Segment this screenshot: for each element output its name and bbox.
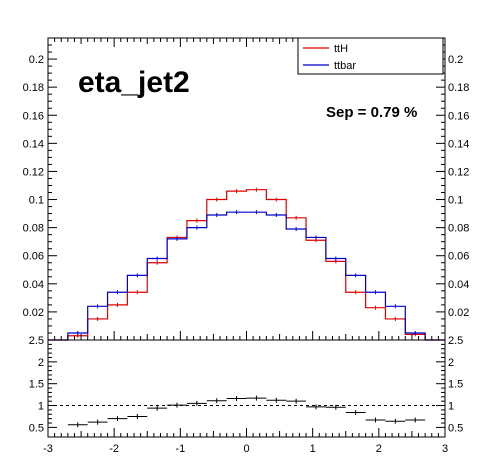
ratio-y-tick-label-right: 2 — [448, 357, 454, 369]
y-tick-label-right: 0.1 — [448, 195, 463, 207]
y-tick-label-left: 0.08 — [23, 223, 44, 235]
ratio-x-tick-label: -1 — [175, 443, 185, 455]
y-tick-label-right: 0.08 — [448, 223, 469, 235]
y-tick-label-left: 0.06 — [23, 251, 44, 263]
y-tick-label-left: 0.14 — [23, 138, 44, 150]
legend-label-tth: ttH — [334, 43, 348, 55]
histogram-ttbar — [48, 211, 445, 341]
y-tick-label-right: 0.16 — [448, 110, 469, 122]
ratio-x-tick-label: -2 — [109, 443, 119, 455]
ratio-y-tick-label-left: 0.5 — [29, 422, 44, 434]
y-tick-label-left: 0.1 — [29, 195, 44, 207]
legend-box — [297, 37, 444, 75]
y-tick-label-right: 0.02 — [448, 307, 469, 319]
ratio-y-tick-label-right: 1.5 — [448, 379, 463, 391]
y-tick-label-right: 0.2 — [448, 54, 463, 66]
ratio-y-tick-label-left: 2.5 — [29, 335, 44, 347]
y-tick-label-right: 0.14 — [448, 138, 469, 150]
ratio-y-tick-label-right: 2.5 — [448, 335, 463, 347]
ratio-x-tick-label: 1 — [310, 443, 316, 455]
plot-title: eta_jet2 — [78, 66, 190, 99]
y-tick-label-right: 0.06 — [448, 251, 469, 263]
separation-label: Sep = 0.79 % — [326, 104, 418, 121]
ratio-x-tick-label: 3 — [442, 443, 448, 455]
ratio-y-tick-label-right: 0.5 — [448, 422, 463, 434]
y-tick-label-right: 0.18 — [448, 82, 469, 94]
legend-label-ttbar: ttbar — [334, 60, 356, 72]
y-tick-label-left: 0.02 — [23, 307, 44, 319]
ratio-y-tick-label-left: 1.5 — [29, 379, 44, 391]
y-tick-label-left: 0.2 — [29, 54, 44, 66]
y-tick-label-right: 0.12 — [448, 166, 469, 178]
ratio-y-tick-label-left: 1 — [38, 401, 44, 413]
y-tick-label-left: 0.18 — [23, 82, 44, 94]
y-tick-label-left: 0.16 — [23, 110, 44, 122]
ratio-x-tick-label: -3 — [43, 443, 53, 455]
ratio-x-tick-label: 0 — [243, 443, 249, 455]
y-tick-label-left: 0.04 — [23, 279, 44, 291]
y-tick-label-right: 0.04 — [448, 279, 469, 291]
ratio-y-tick-label-left: 2 — [38, 357, 44, 369]
ratio-y-tick-label-right: 1 — [448, 401, 454, 413]
ratio-x-tick-label: 2 — [376, 443, 382, 455]
y-tick-label-left: 0.12 — [23, 166, 44, 178]
